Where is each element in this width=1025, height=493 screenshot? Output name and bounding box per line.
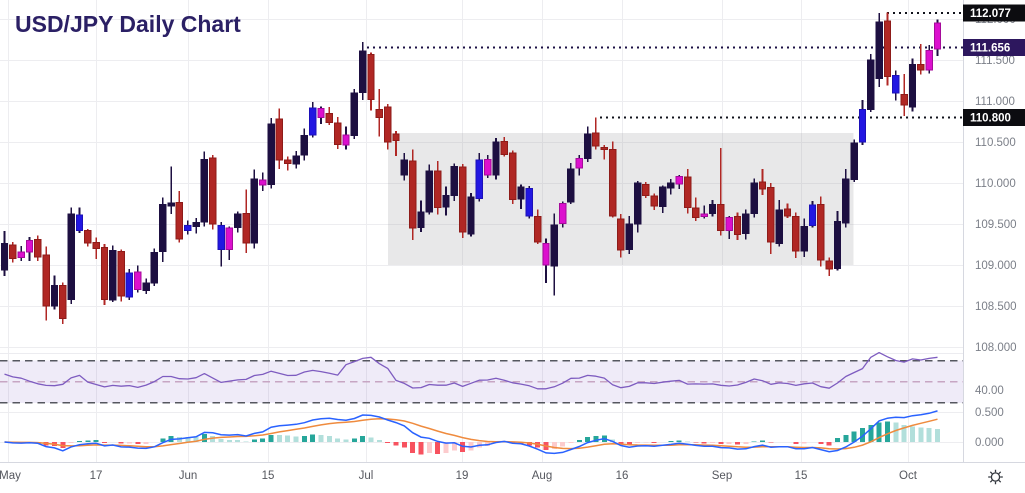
svg-text:110.800: 110.800 — [970, 113, 1011, 125]
svg-text:40.00: 40.00 — [975, 385, 1004, 397]
svg-text:108.000: 108.000 — [975, 342, 1017, 354]
svg-text:15: 15 — [795, 470, 808, 482]
svg-text:16: 16 — [616, 470, 629, 482]
svg-text:0.000: 0.000 — [975, 437, 1004, 449]
svg-text:110.500: 110.500 — [975, 137, 1016, 149]
svg-text:Oct: Oct — [899, 470, 918, 482]
svg-text:112.077: 112.077 — [970, 8, 1011, 20]
svg-text:108.500: 108.500 — [975, 301, 1017, 313]
svg-text:15: 15 — [262, 470, 275, 482]
svg-text:109.500: 109.500 — [975, 219, 1017, 231]
svg-text:Aug: Aug — [532, 470, 552, 482]
svg-text:May: May — [0, 470, 21, 482]
svg-text:Jul: Jul — [359, 470, 374, 482]
svg-text:111.500: 111.500 — [975, 55, 1015, 67]
svg-text:111.656: 111.656 — [970, 43, 1010, 55]
svg-text:0.500: 0.500 — [975, 407, 1004, 419]
svg-text:110.000: 110.000 — [975, 178, 1016, 190]
svg-text:19: 19 — [456, 470, 469, 482]
svg-text:USD/JPY Daily Chart: USD/JPY Daily Chart — [15, 11, 241, 37]
svg-text:109.000: 109.000 — [975, 260, 1017, 272]
svg-text:111.000: 111.000 — [975, 96, 1015, 108]
svg-text:17: 17 — [90, 470, 103, 482]
svg-text:Sep: Sep — [712, 470, 732, 482]
svg-text:Jun: Jun — [179, 470, 198, 482]
